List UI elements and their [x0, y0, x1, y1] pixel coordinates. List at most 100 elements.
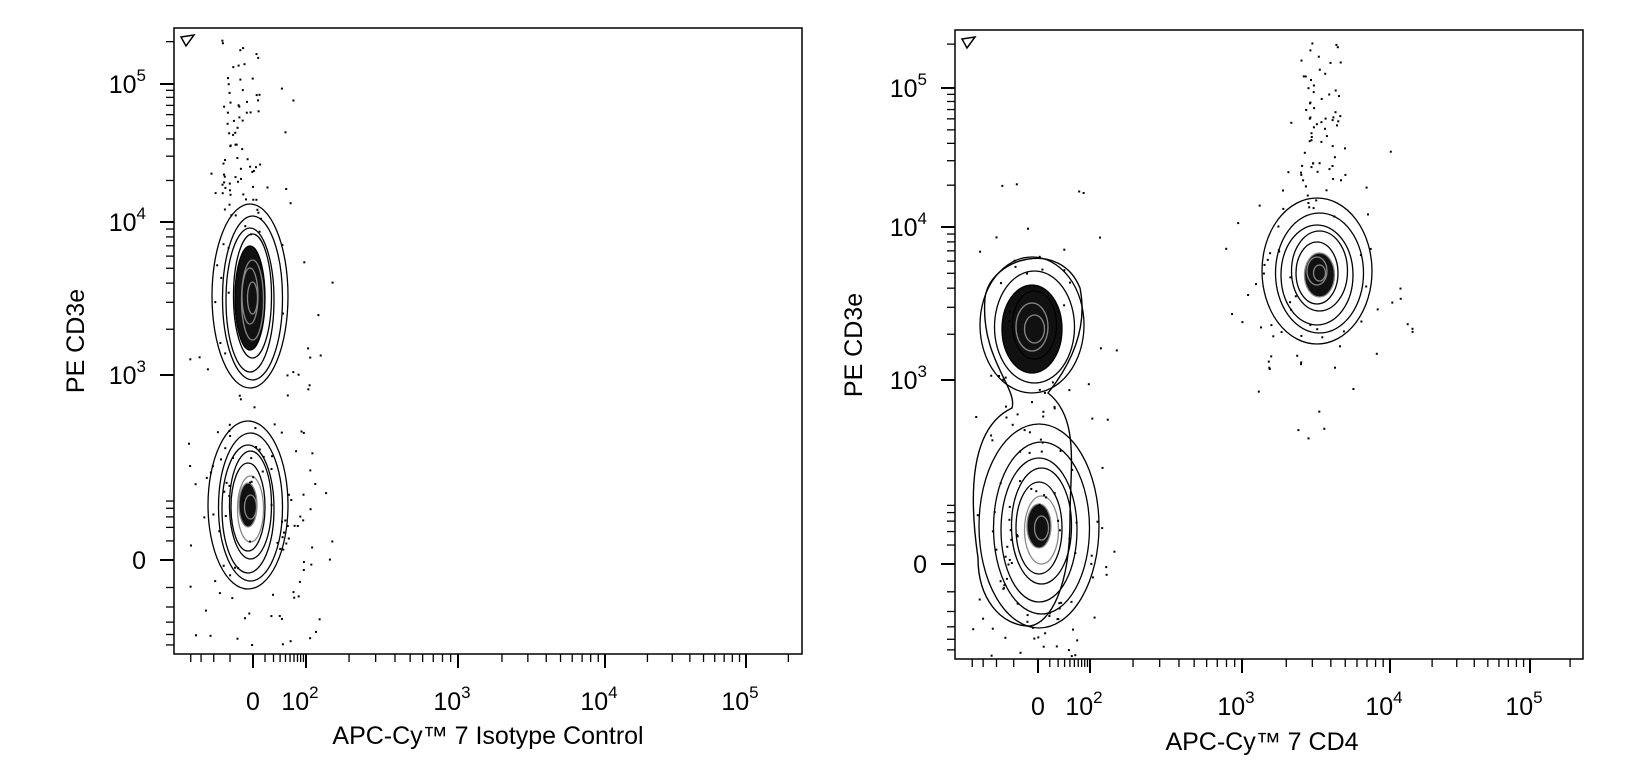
event-dot	[1026, 614, 1029, 617]
contour-line	[1015, 481, 1063, 575]
event-dot	[1043, 391, 1046, 394]
event-dot	[1006, 545, 1009, 548]
event-dot	[1030, 487, 1033, 490]
event-dot	[1360, 320, 1363, 323]
event-dot	[1072, 628, 1074, 631]
event-dot	[1074, 552, 1077, 554]
event-dot	[308, 384, 311, 387]
event-dot	[1087, 383, 1090, 386]
event-dot	[1365, 285, 1368, 288]
event-dot	[255, 94, 258, 97]
event-dot	[1016, 533, 1019, 536]
gate-corner-marker	[960, 35, 977, 50]
event-dot	[1031, 626, 1034, 629]
event-dot	[1028, 451, 1031, 454]
event-dot	[258, 93, 261, 96]
event-dot	[1099, 347, 1102, 350]
x-axis: 0 102 103 104 105	[190, 654, 790, 716]
event-dot	[1331, 145, 1334, 148]
event-dot	[228, 132, 231, 135]
event-dot	[225, 481, 228, 484]
event-dot	[1333, 156, 1336, 159]
event-dot	[236, 126, 239, 129]
event-dot	[1115, 349, 1118, 352]
event-dot	[1300, 363, 1302, 366]
event-dot	[188, 442, 190, 445]
contour-line	[979, 256, 1085, 394]
contour-line	[1015, 302, 1049, 352]
event-dot	[254, 427, 257, 430]
event-dot	[1057, 618, 1060, 621]
event-dot	[1304, 185, 1307, 188]
event-dot	[1367, 213, 1369, 216]
event-dot	[229, 189, 231, 192]
event-dot	[1334, 89, 1337, 92]
y-tick-label: 105	[109, 66, 146, 99]
event-dot	[242, 47, 245, 50]
event-dot	[1058, 529, 1061, 532]
event-dot	[218, 592, 221, 595]
event-dot	[228, 91, 231, 94]
event-dot	[302, 493, 305, 496]
event-dot	[1331, 119, 1334, 122]
event-dot	[995, 236, 998, 239]
event-dot	[331, 540, 334, 543]
event-dot	[293, 524, 296, 527]
event-dot	[1074, 654, 1077, 657]
event-dot	[1033, 637, 1036, 640]
event-dot	[1035, 490, 1038, 493]
contour-line	[207, 420, 289, 590]
x-tick-label: 104	[580, 683, 617, 716]
event-dot	[239, 78, 242, 81]
event-dot	[1255, 283, 1257, 286]
event-dot	[1309, 49, 1312, 52]
event-dot	[1260, 326, 1262, 329]
event-dot	[226, 122, 229, 125]
event-dot	[281, 617, 283, 620]
event-dot	[317, 314, 320, 317]
event-dot	[1090, 562, 1093, 565]
event-dot	[218, 530, 221, 533]
event-dot	[224, 186, 227, 189]
x-tick-label: 104	[1365, 688, 1402, 721]
event-dot	[271, 455, 273, 458]
event-dot	[252, 198, 255, 201]
event-dot	[1282, 207, 1285, 210]
event-dot	[239, 49, 242, 52]
contour-line	[211, 203, 289, 389]
event-dot	[249, 165, 252, 168]
event-dot	[1037, 636, 1040, 639]
event-dot	[1099, 236, 1101, 239]
event-dot	[295, 450, 298, 453]
x-tick-label: 0	[1031, 693, 1045, 721]
event-dot	[1320, 140, 1323, 143]
event-dot	[189, 585, 192, 588]
event-dot	[273, 423, 276, 426]
event-dot	[229, 101, 232, 104]
contour-line	[992, 441, 1091, 615]
event-dot	[194, 483, 197, 486]
event-dot	[1070, 655, 1073, 658]
event-dot	[276, 541, 279, 544]
contour-line	[1274, 212, 1365, 334]
event-dot	[229, 193, 232, 196]
event-dot	[978, 598, 981, 601]
event-dot	[1375, 352, 1378, 355]
event-dot	[328, 558, 331, 561]
event-dot	[1336, 46, 1339, 49]
event-dot	[248, 612, 251, 615]
event-dot	[281, 520, 283, 523]
event-dot	[250, 480, 253, 483]
event-dot	[240, 177, 242, 180]
event-dot	[286, 525, 289, 527]
event-dot	[1247, 294, 1250, 296]
event-dot	[229, 144, 232, 147]
event-dot	[234, 176, 237, 179]
event-dot	[224, 352, 227, 355]
event-dot	[235, 143, 238, 146]
event-dot	[245, 111, 248, 114]
event-dot	[1082, 192, 1085, 194]
event-dot	[1315, 199, 1318, 202]
event-dot	[1011, 423, 1014, 426]
